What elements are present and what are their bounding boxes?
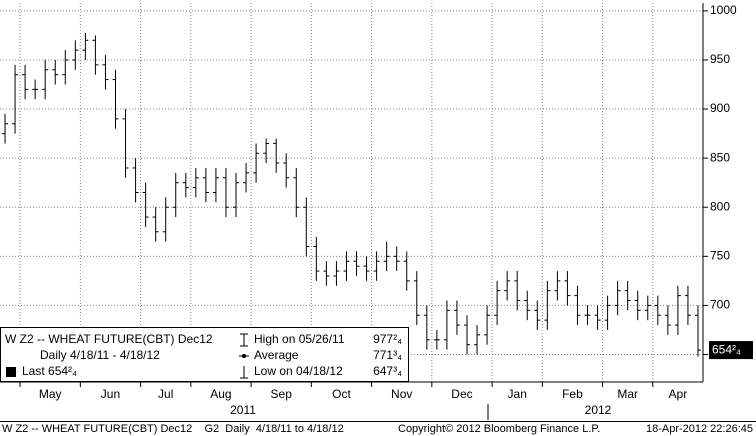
info-period: Daily 4/18/11 - 4/18/12 — [40, 348, 160, 362]
y-tick-label: 750 — [710, 248, 730, 262]
y-tick-label: 700 — [710, 298, 730, 312]
info-box-frame — [0, 327, 409, 382]
info-stat-label: Average — [254, 348, 299, 362]
info-stat-label: High on 05/26/11 — [254, 332, 345, 346]
info-title: W Z2 -- WHEAT FUTURE(CBT) Dec12 — [5, 332, 213, 346]
x-tick-label: May — [39, 387, 62, 401]
x-tick-label: Nov — [391, 387, 412, 401]
footer-center: Copyright© 2012 Bloomberg Finance L.P. — [398, 423, 600, 435]
info-stat-value: 977²₄ — [373, 332, 402, 346]
footer-left: W Z2 -- WHEAT FUTURE(CBT) Dec12 G2 Daily… — [2, 423, 344, 435]
x-tick-label: Jun — [101, 387, 120, 401]
year-label: 2011 — [230, 403, 256, 417]
info-box: W Z2 -- WHEAT FUTURE(CBT) Dec12 Daily 4/… — [0, 327, 409, 382]
x-tick-label: Oct — [332, 387, 351, 401]
x-tick-label: Dec — [451, 387, 472, 401]
footer-right: 18-Apr-2012 22:26:45 — [646, 423, 753, 435]
x-tick-label: Sep — [271, 387, 293, 401]
footer: W Z2 -- WHEAT FUTURE(CBT) Dec12 G2 Daily… — [0, 421, 756, 435]
y-tick-label: 950 — [710, 52, 730, 66]
info-last: Last 654²₄ — [22, 364, 77, 378]
y-tick-label: 1000 — [710, 3, 737, 17]
last-swatch — [6, 367, 16, 377]
info-stat-label: Low on 04/18/12 — [254, 364, 343, 378]
high-icon — [240, 333, 248, 347]
low-icon — [240, 366, 248, 379]
x-tick-label: Aug — [210, 387, 231, 401]
y-tick-label: 850 — [710, 150, 730, 164]
plot-area: 6507007508008509009501000MayJunJulAugSep… — [0, 3, 737, 401]
last-price-tag — [709, 341, 753, 360]
y-tick-label: 800 — [710, 199, 730, 213]
avg-icon — [242, 354, 246, 358]
info-stat-value: 771³₄ — [373, 348, 402, 362]
x-tick-label: Jan — [508, 387, 527, 401]
x-tick-label: Feb — [562, 387, 583, 401]
x-tick-label: Apr — [669, 387, 688, 401]
x-tick-label: Jul — [158, 387, 173, 401]
y-tick-label: 900 — [710, 101, 730, 115]
year-label: 2012 — [585, 403, 612, 417]
info-stat-value: 647³₄ — [373, 364, 402, 378]
x-tick-label: Mar — [617, 387, 638, 401]
last-price-label: 654²₄ — [712, 342, 741, 356]
